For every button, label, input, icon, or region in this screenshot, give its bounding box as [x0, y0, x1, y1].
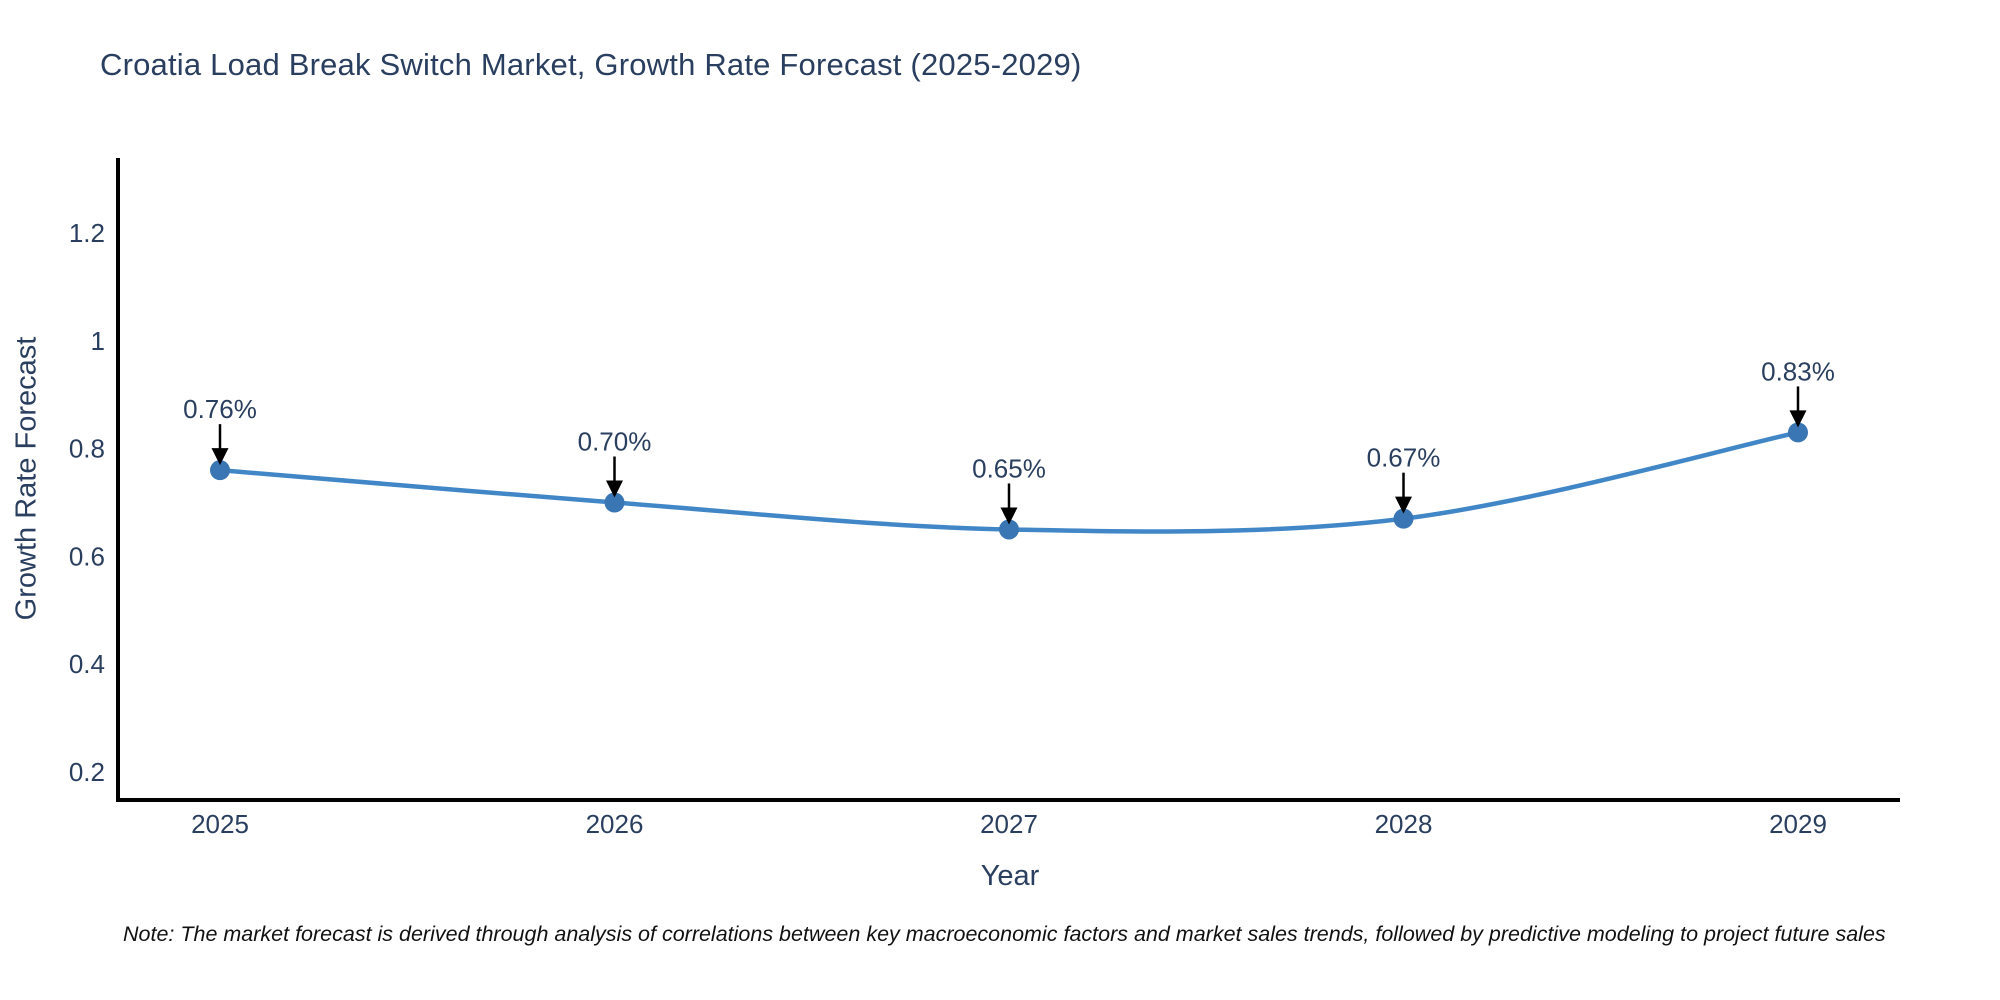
- x-axis-tick-label: 2027: [980, 809, 1038, 839]
- data-point-label: 0.70%: [578, 427, 652, 457]
- y-axis-tick-label: 0.6: [69, 541, 105, 571]
- footnote: Note: The market forecast is derived thr…: [123, 922, 1886, 946]
- annotation-arrowhead-icon: [606, 480, 623, 498]
- x-axis-tick-label: 2025: [191, 809, 249, 839]
- data-point-marker: [210, 460, 230, 481]
- data-point-marker: [604, 492, 625, 513]
- chart-title: Croatia Load Break Switch Market, Growth…: [100, 47, 1082, 82]
- data-point-marker: [1393, 508, 1414, 529]
- axis-line: [116, 158, 1900, 802]
- y-axis-tick-label: 1: [91, 326, 105, 356]
- y-axis-tick-label: 0.8: [69, 434, 105, 464]
- x-axis-tick-label: 2026: [586, 809, 644, 839]
- x-axis-title: Year: [980, 860, 1040, 892]
- annotation-arrowhead-icon: [1395, 496, 1412, 514]
- data-point-label: 0.76%: [183, 394, 257, 424]
- x-axis-tick-label: 2028: [1375, 809, 1433, 839]
- data-point-label: 0.67%: [1367, 443, 1441, 473]
- annotation-arrowhead-icon: [1789, 410, 1807, 428]
- y-axis-tick-label: 0.2: [69, 757, 105, 787]
- data-point-label: 0.65%: [972, 453, 1046, 483]
- annotation-arrowhead-icon: [1000, 507, 1018, 525]
- y-axis-tick-label: 0.4: [69, 649, 105, 679]
- y-axis-tick-label: 1.2: [69, 218, 105, 248]
- data-point-marker: [1788, 422, 1808, 443]
- data-point-label: 0.83%: [1761, 356, 1835, 386]
- x-axis-tick-label: 2029: [1769, 809, 1827, 839]
- annotation-arrowhead-icon: [211, 448, 229, 466]
- data-point-marker: [999, 519, 1019, 540]
